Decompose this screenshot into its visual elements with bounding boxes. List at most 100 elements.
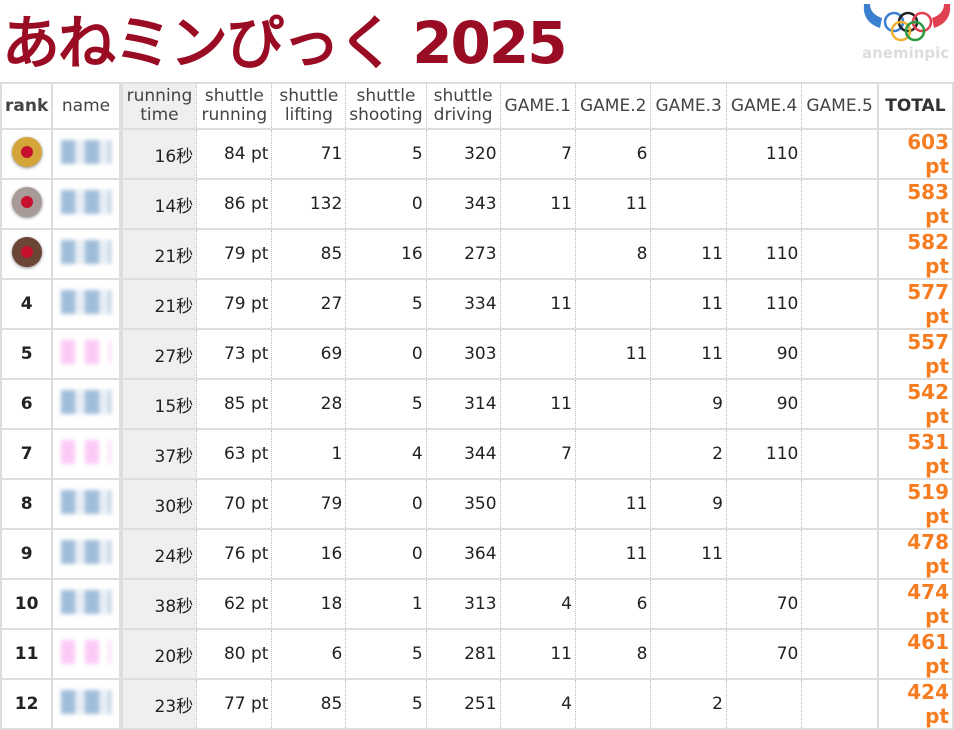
total-cell: 461 pt <box>876 630 954 680</box>
name-cell <box>53 680 121 730</box>
game-3-cell: 11 <box>650 280 726 330</box>
rank-cell <box>0 130 54 180</box>
table-row: 14秒 86 pt 132 0 343 11 11 583 pt <box>0 180 954 230</box>
shuttle-lifting-cell: 85 <box>271 230 346 280</box>
total-cell: 582 pt <box>876 230 954 280</box>
shuttle-lifting-cell: 69 <box>271 330 346 380</box>
page-title: あねミンぴっく 2025 <box>2 9 568 77</box>
shuttle-lifting-cell: 18 <box>271 580 346 630</box>
pixelated-name <box>60 589 111 614</box>
table-row: 8 30秒 70 pt 79 0 350 11 9 519 pt <box>0 480 954 530</box>
table-row: 9 24秒 76 pt 16 0 364 11 11 478 pt <box>0 530 954 580</box>
column-header[interactable]: GAME.3 <box>650 82 726 130</box>
shuttle-running-cell: 76 pt <box>196 530 272 580</box>
game-4-cell <box>725 530 802 580</box>
game-5-cell <box>801 180 877 230</box>
total-cell: 583 pt <box>876 180 954 230</box>
game-1-cell: 11 <box>499 280 575 330</box>
running-time-cell: 38秒 <box>120 580 197 630</box>
column-header[interactable]: GAME.5 <box>801 82 877 130</box>
game-1-cell: 11 <box>499 180 575 230</box>
game-5-cell <box>801 230 877 280</box>
name-cell <box>53 430 121 480</box>
pixelated-name <box>60 489 111 514</box>
game-3-cell <box>650 630 726 680</box>
header-row: rank name running time shuttle running shutt… <box>0 82 954 130</box>
column-header[interactable]: GAME.2 <box>574 82 651 130</box>
game-5-cell <box>801 130 877 180</box>
shuttle-lifting-cell: 1 <box>271 430 346 480</box>
column-header[interactable]: shuttle running <box>196 82 272 130</box>
table-row: 5 27秒 73 pt 69 0 303 11 11 90 557 pt <box>0 330 954 380</box>
total-cell: 474 pt <box>876 580 954 630</box>
rank-cell: 9 <box>0 530 54 580</box>
shuttle-shooting-cell: 0 <box>345 180 426 230</box>
shuttle-driving-cell: 344 <box>425 430 500 480</box>
table-row: 7 37秒 63 pt 1 4 344 7 2 110 531 pt <box>0 430 954 480</box>
game-2-cell: 11 <box>574 480 651 530</box>
shuttle-shooting-cell: 0 <box>345 330 426 380</box>
table-row: 12 23秒 77 pt 85 5 251 4 2 424 pt <box>0 680 954 730</box>
column-header[interactable]: name <box>53 82 121 130</box>
game-4-cell <box>725 480 802 530</box>
gold-medal-icon <box>11 136 42 167</box>
pixelated-name <box>60 389 111 414</box>
shuttle-driving-cell: 334 <box>425 280 500 330</box>
column-header[interactable]: shuttle shooting <box>345 82 426 130</box>
name-cell <box>53 580 121 630</box>
table-row: 6 15秒 85 pt 28 5 314 11 9 90 542 pt <box>0 380 954 430</box>
shuttle-lifting-cell: 132 <box>271 180 346 230</box>
game-1-cell <box>499 330 575 380</box>
ranking-table: rank name running time shuttle running shutt… <box>0 82 954 730</box>
game-1-cell: 11 <box>499 630 575 680</box>
shuttle-lifting-cell: 85 <box>271 680 346 730</box>
game-3-cell: 11 <box>650 230 726 280</box>
pixelated-name <box>60 439 111 464</box>
shuttle-driving-cell: 251 <box>425 680 500 730</box>
column-header[interactable]: running time <box>120 82 197 130</box>
table-row: 11 20秒 80 pt 6 5 281 11 8 70 461 pt <box>0 630 954 680</box>
game-1-cell <box>499 230 575 280</box>
game-5-cell <box>801 530 877 580</box>
name-cell <box>53 630 121 680</box>
column-header[interactable]: shuttle driving <box>425 82 500 130</box>
rank-cell: 10 <box>0 580 54 630</box>
rank-cell: 5 <box>0 330 54 380</box>
column-header[interactable]: GAME.1 <box>499 82 575 130</box>
column-header[interactable]: rank <box>0 82 54 130</box>
shuttle-driving-cell: 320 <box>425 130 500 180</box>
pixelated-name <box>60 289 111 314</box>
pixelated-name <box>60 639 111 664</box>
shuttle-driving-cell: 350 <box>425 480 500 530</box>
shuttle-lifting-cell: 79 <box>271 480 346 530</box>
shuttle-driving-cell: 273 <box>425 230 500 280</box>
total-cell: 557 pt <box>876 330 954 380</box>
shuttle-lifting-cell: 16 <box>271 530 346 580</box>
shuttle-shooting-cell: 5 <box>345 380 426 430</box>
shuttle-running-cell: 63 pt <box>196 430 272 480</box>
column-header[interactable]: TOTAL <box>876 82 954 130</box>
column-header[interactable]: shuttle lifting <box>271 82 346 130</box>
game-1-cell: 7 <box>499 430 575 480</box>
rank-cell: 8 <box>0 480 54 530</box>
name-cell <box>53 180 121 230</box>
game-4-cell: 90 <box>725 330 802 380</box>
rank-cell: 4 <box>0 280 54 330</box>
game-3-cell: 9 <box>650 380 726 430</box>
pixelated-name <box>60 539 111 564</box>
game-2-cell: 6 <box>574 130 651 180</box>
running-time-cell: 20秒 <box>120 630 197 680</box>
game-3-cell <box>650 180 726 230</box>
column-header[interactable]: GAME.4 <box>725 82 802 130</box>
game-2-cell: 8 <box>574 230 651 280</box>
name-cell <box>53 130 121 180</box>
name-cell <box>53 480 121 530</box>
total-cell: 519 pt <box>876 480 954 530</box>
rank-cell <box>0 180 54 230</box>
shuttle-running-cell: 79 pt <box>196 280 272 330</box>
shuttle-driving-cell: 313 <box>425 580 500 630</box>
running-time-cell: 21秒 <box>120 230 197 280</box>
shuttle-driving-cell: 281 <box>425 630 500 680</box>
name-cell <box>53 530 121 580</box>
game-4-cell: 70 <box>725 630 802 680</box>
